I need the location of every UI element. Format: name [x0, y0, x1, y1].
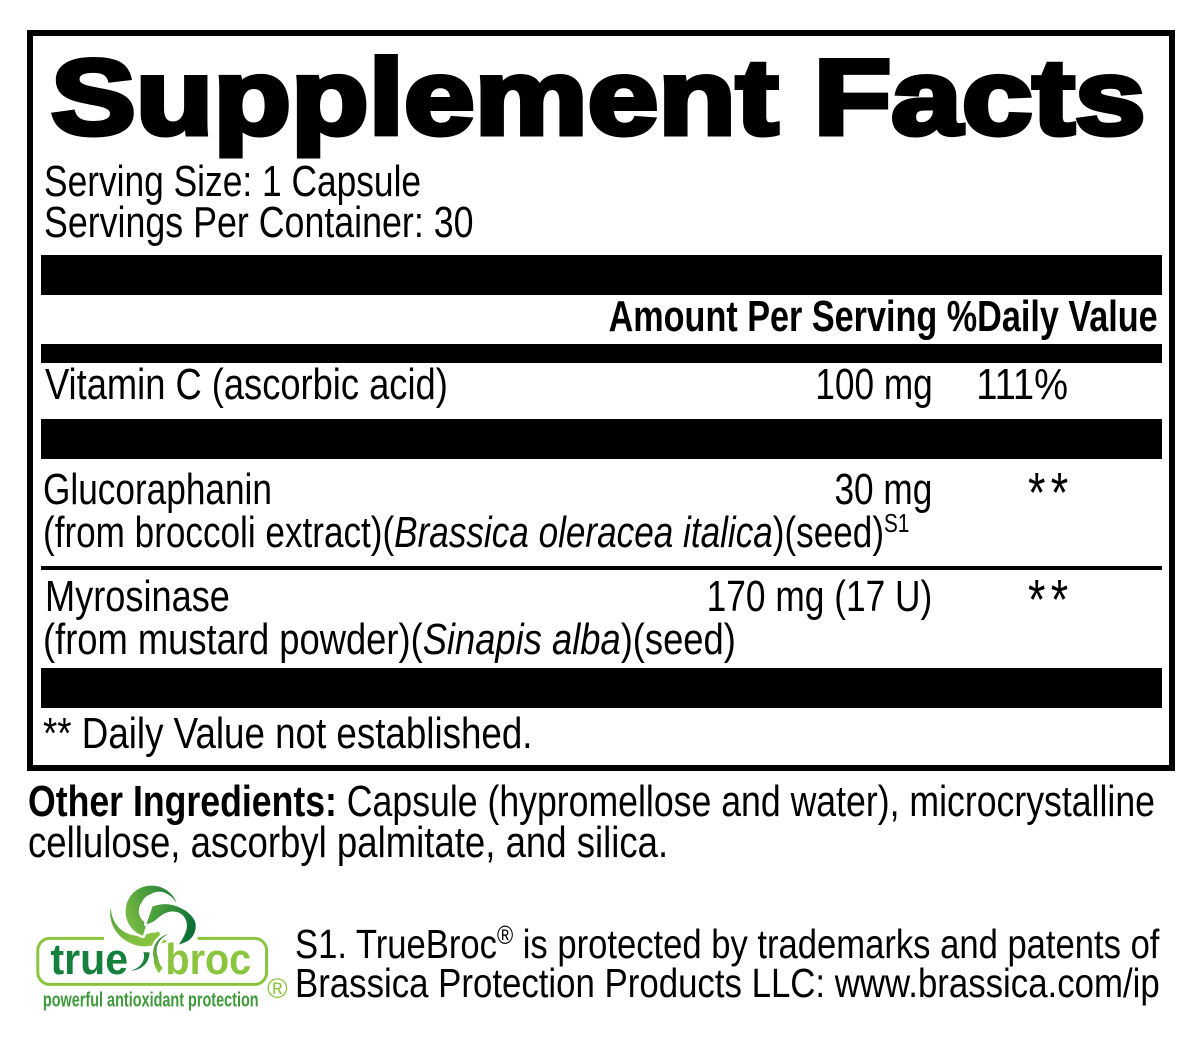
- svg-text:®: ®: [267, 973, 288, 1004]
- svg-text:powerful antioxidant protectio: powerful antioxidant protection: [43, 988, 259, 1011]
- svg-text:true: true: [51, 935, 129, 985]
